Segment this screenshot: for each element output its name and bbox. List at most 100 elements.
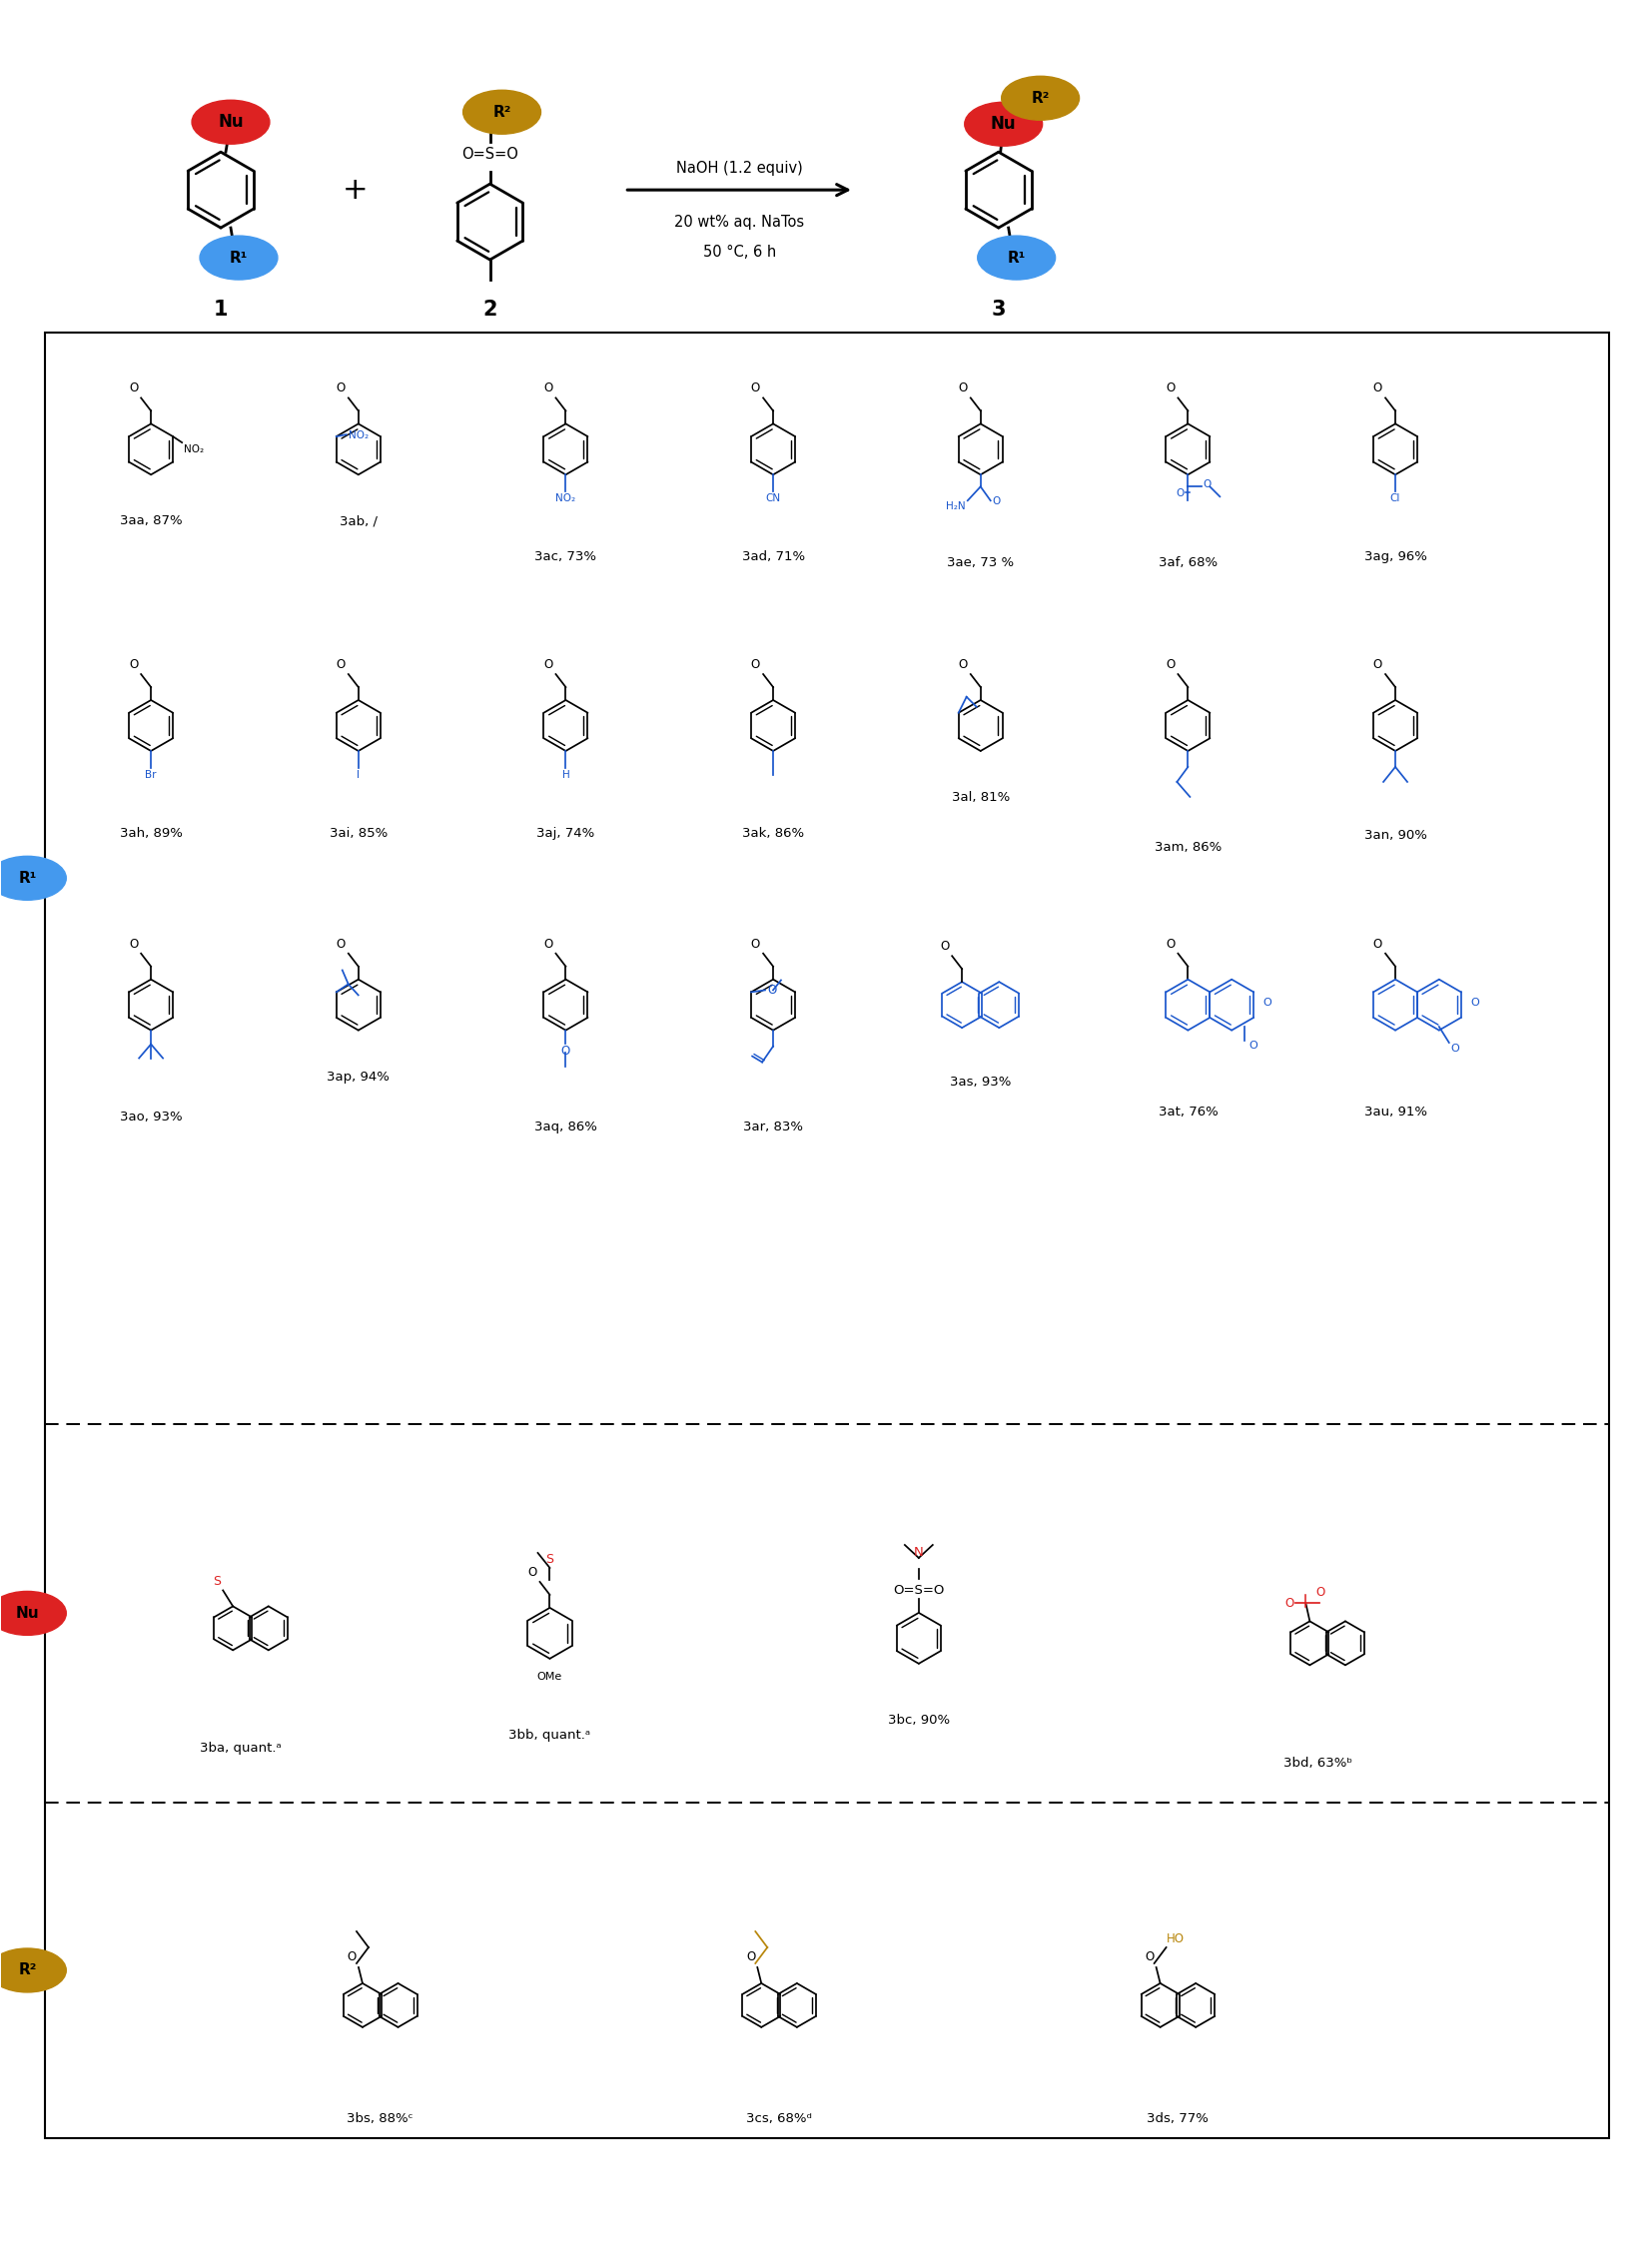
Text: NO₂: NO₂ bbox=[349, 430, 368, 441]
Text: R²: R² bbox=[18, 1963, 36, 1979]
Text: O: O bbox=[752, 383, 760, 394]
Text: NO₂: NO₂ bbox=[183, 443, 205, 455]
Text: 3ak, 86%: 3ak, 86% bbox=[742, 826, 805, 840]
Ellipse shape bbox=[0, 1591, 66, 1634]
Text: 20 wt% aq. NaTos: 20 wt% aq. NaTos bbox=[674, 214, 805, 230]
Text: O: O bbox=[752, 657, 760, 671]
Text: 3ac, 73%: 3ac, 73% bbox=[535, 551, 596, 563]
Text: 3as, 93%: 3as, 93% bbox=[950, 1076, 1011, 1089]
Text: 1: 1 bbox=[213, 299, 228, 320]
Text: H: H bbox=[562, 770, 570, 779]
Ellipse shape bbox=[978, 236, 1056, 279]
Bar bbox=[45, 333, 1609, 2138]
Ellipse shape bbox=[1001, 77, 1079, 119]
Text: 3cs, 68%ᵈ: 3cs, 68%ᵈ bbox=[747, 2111, 813, 2125]
Text: O: O bbox=[544, 383, 553, 394]
Text: 3au, 91%: 3au, 91% bbox=[1365, 1105, 1427, 1119]
Text: O: O bbox=[1249, 1040, 1257, 1051]
Text: O: O bbox=[940, 941, 948, 952]
Text: 3ah, 89%: 3ah, 89% bbox=[119, 826, 182, 840]
Text: O: O bbox=[752, 936, 760, 950]
Ellipse shape bbox=[0, 1949, 66, 1992]
Text: Cl: Cl bbox=[1391, 493, 1401, 504]
Text: OMe: OMe bbox=[537, 1672, 562, 1681]
Text: O: O bbox=[544, 936, 553, 950]
Text: O: O bbox=[1315, 1587, 1325, 1598]
Text: 3ds, 77%: 3ds, 77% bbox=[1146, 2111, 1209, 2125]
Text: NaOH (1.2 equiv): NaOH (1.2 equiv) bbox=[676, 160, 803, 176]
Text: O: O bbox=[1450, 1044, 1460, 1053]
Text: O: O bbox=[767, 984, 776, 997]
Text: O: O bbox=[1373, 936, 1383, 950]
Text: R¹: R¹ bbox=[1008, 250, 1026, 266]
Text: R¹: R¹ bbox=[230, 250, 248, 266]
Text: 3al, 81%: 3al, 81% bbox=[952, 790, 1009, 804]
Ellipse shape bbox=[0, 855, 66, 900]
Ellipse shape bbox=[192, 99, 269, 144]
Text: N: N bbox=[914, 1546, 923, 1560]
Text: Nu: Nu bbox=[218, 113, 243, 131]
Text: O: O bbox=[1166, 936, 1175, 950]
Text: O: O bbox=[1166, 657, 1175, 671]
Ellipse shape bbox=[463, 90, 540, 135]
Text: 50 °C, 6 h: 50 °C, 6 h bbox=[702, 245, 776, 259]
Text: O: O bbox=[335, 657, 345, 671]
Text: O: O bbox=[1285, 1596, 1294, 1609]
Text: O=S=O: O=S=O bbox=[894, 1585, 945, 1596]
Text: S: S bbox=[545, 1553, 553, 1567]
Text: O: O bbox=[958, 383, 968, 394]
Text: 3bb, quant.ᵃ: 3bb, quant.ᵃ bbox=[509, 1729, 591, 1742]
Text: O: O bbox=[335, 936, 345, 950]
Text: NO₂: NO₂ bbox=[555, 493, 577, 504]
Text: S: S bbox=[213, 1576, 221, 1589]
Text: 3ao, 93%: 3ao, 93% bbox=[119, 1110, 182, 1123]
Text: 3bs, 88%ᶜ: 3bs, 88%ᶜ bbox=[347, 2111, 413, 2125]
Text: 3ai, 85%: 3ai, 85% bbox=[329, 826, 388, 840]
Text: O: O bbox=[1373, 383, 1383, 394]
Text: 3aa, 87%: 3aa, 87% bbox=[119, 515, 182, 527]
Text: R¹: R¹ bbox=[18, 871, 36, 885]
Text: O: O bbox=[129, 383, 139, 394]
Text: O: O bbox=[1373, 657, 1383, 671]
Text: 3ae, 73 %: 3ae, 73 % bbox=[947, 556, 1014, 570]
Text: 3am, 86%: 3am, 86% bbox=[1155, 840, 1221, 853]
Text: O: O bbox=[1145, 1949, 1155, 1963]
Text: 3an, 90%: 3an, 90% bbox=[1365, 828, 1427, 842]
Text: 3ab, /: 3ab, / bbox=[339, 515, 377, 527]
Text: 3aj, 74%: 3aj, 74% bbox=[537, 826, 595, 840]
Text: H₂N: H₂N bbox=[947, 502, 966, 511]
Text: I: I bbox=[357, 770, 360, 779]
Text: 3aq, 86%: 3aq, 86% bbox=[534, 1121, 596, 1132]
Text: 2: 2 bbox=[482, 299, 497, 320]
Text: 3bd, 63%ᵇ: 3bd, 63%ᵇ bbox=[1284, 1756, 1351, 1769]
Text: 3bc, 90%: 3bc, 90% bbox=[887, 1713, 950, 1727]
Text: O: O bbox=[1166, 383, 1175, 394]
Text: O: O bbox=[544, 657, 553, 671]
Text: Br: Br bbox=[145, 770, 157, 779]
Text: O: O bbox=[527, 1567, 537, 1578]
Text: CN: CN bbox=[765, 493, 781, 504]
Text: O: O bbox=[129, 657, 139, 671]
Text: 3ad, 71%: 3ad, 71% bbox=[742, 551, 805, 563]
Ellipse shape bbox=[200, 236, 278, 279]
Text: O: O bbox=[562, 1044, 570, 1058]
Text: 3af, 68%: 3af, 68% bbox=[1158, 556, 1218, 570]
Text: 3: 3 bbox=[991, 299, 1006, 320]
Text: O: O bbox=[347, 1949, 357, 1963]
Text: O: O bbox=[1470, 997, 1479, 1008]
Text: O: O bbox=[958, 657, 968, 671]
Ellipse shape bbox=[965, 101, 1042, 146]
Text: O: O bbox=[993, 497, 1001, 506]
Text: O=S=O: O=S=O bbox=[461, 146, 519, 162]
Text: O: O bbox=[129, 936, 139, 950]
Text: Nu: Nu bbox=[15, 1605, 40, 1621]
Text: HO: HO bbox=[1166, 1931, 1184, 1945]
Text: 3ba, quant.ᵃ: 3ba, quant.ᵃ bbox=[200, 1742, 281, 1756]
Text: O: O bbox=[747, 1949, 755, 1963]
Text: 3ap, 94%: 3ap, 94% bbox=[327, 1069, 390, 1083]
Text: +: + bbox=[342, 176, 368, 205]
Text: O: O bbox=[1264, 997, 1272, 1008]
Text: 3at, 76%: 3at, 76% bbox=[1158, 1105, 1218, 1119]
Text: O: O bbox=[335, 383, 345, 394]
Text: 3ag, 96%: 3ag, 96% bbox=[1365, 551, 1427, 563]
